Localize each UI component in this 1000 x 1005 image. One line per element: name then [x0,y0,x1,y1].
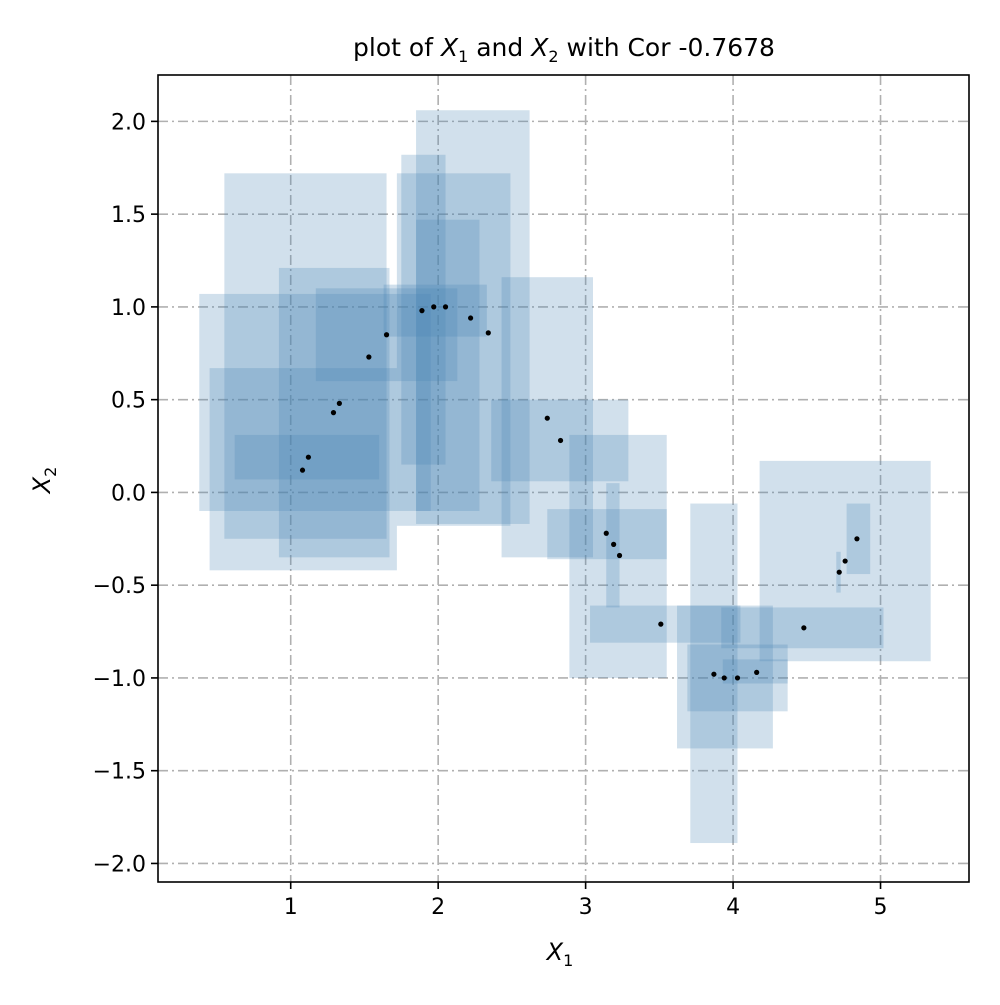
uncertainty-box [590,605,741,643]
data-point [431,304,437,310]
uncertainty-box [383,284,487,337]
x-tick-label: 4 [726,895,740,920]
y-tick-label: 0.5 [111,389,146,414]
data-point [721,675,727,681]
data-point [603,530,609,536]
y-tick-label: −1.5 [93,760,146,785]
data-point [299,467,306,473]
y-axis-ticks: −2.0 −1.5 −1.0 −0.5 0.0 0.5 1.0 1.5 2.0 [93,110,158,877]
data-point [754,669,760,675]
x-tick-label: 1 [284,895,298,920]
data-point [336,400,342,406]
x-axis-ticks: 1 2 3 4 5 [284,882,888,920]
data-point [854,536,860,542]
data-point [836,569,842,575]
y-tick-label: 2.0 [111,110,146,135]
data-point [419,308,425,314]
data-point [658,621,664,627]
y-tick-label: 0.0 [111,481,146,506]
data-point [485,330,491,336]
x-tick-label: 5 [874,895,888,920]
x-tick-label: 2 [431,895,445,920]
data-point [611,541,617,547]
data-point [711,671,717,677]
y-tick-label: 1.5 [111,203,146,228]
data-point [383,332,390,338]
x-axis-label: X1 [545,938,574,970]
data-point [305,454,312,460]
y-tick-label: 1.0 [111,296,146,321]
data-point [544,415,550,421]
uncertainty-box [416,219,480,511]
data-point [468,315,474,321]
data-point [734,675,741,681]
data-point [616,552,623,559]
chart-title: plot of X1 and X2 with Cor -0.7678 [353,33,775,66]
data-point [842,558,848,564]
data-point [442,304,449,310]
data-point [801,625,807,631]
y-tick-label: −1.0 [93,667,146,692]
point-layer [299,304,860,681]
data-point [330,410,337,416]
data-point [557,437,564,444]
x-tick-label: 3 [579,895,593,920]
axes-frame [157,74,970,883]
data-point [366,354,372,360]
y-tick-label: −2.0 [93,852,146,877]
y-axis-label: X2 [28,467,60,496]
uncertainty-box [396,173,511,526]
y-tick-label: −0.5 [93,574,146,599]
uncertainty-box [224,173,387,539]
grid-layer [158,75,969,882]
uncertainty-box [199,293,431,511]
